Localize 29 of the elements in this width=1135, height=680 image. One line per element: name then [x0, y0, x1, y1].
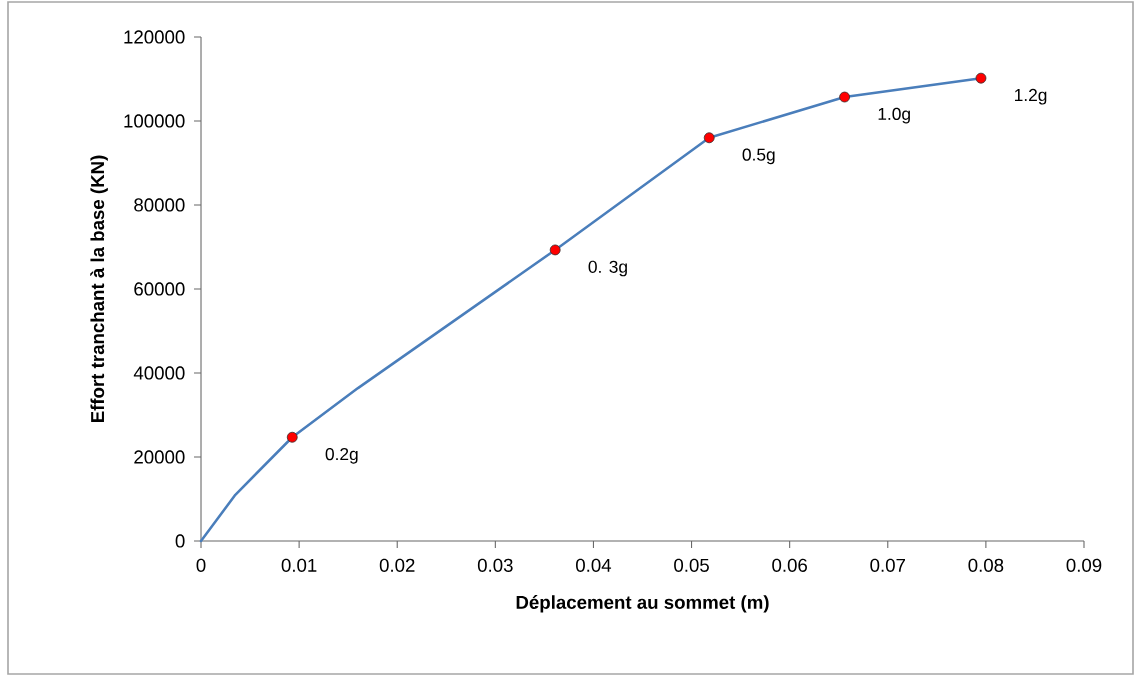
y-tick-label: 60000: [134, 282, 185, 296]
x-tick-label: 0.01: [281, 558, 317, 572]
point: [286, 431, 298, 443]
y-tick-label: 80000: [134, 198, 185, 212]
x-tick-label: 0.05: [674, 558, 709, 572]
point: [703, 132, 715, 144]
annotation: 0.5g: [742, 148, 775, 165]
x-axis-title: Déplacement au sommet (m): [516, 595, 769, 613]
y-tick-label: 120000: [124, 30, 185, 44]
y-tick-label: 100000: [124, 114, 185, 128]
annotation: 1.2g: [1015, 88, 1047, 105]
x-tick-label: 0.03: [477, 558, 513, 572]
y-tick-label: 0: [175, 534, 185, 548]
x-tick-label: 0.07: [870, 558, 906, 572]
x-tick-label: 0.06: [772, 558, 807, 572]
x-tick-label: 0.04: [576, 558, 612, 572]
annotation: 1.0g: [878, 107, 910, 124]
point: [549, 244, 561, 256]
annotation: 0.2g: [325, 447, 358, 464]
point: [975, 72, 987, 84]
x-tick-label: 0.02: [379, 558, 415, 572]
y-axis-title: Effort tranchant à la base (KN): [90, 155, 108, 423]
annotation: 0. 3g: [588, 260, 627, 277]
point: [839, 91, 851, 103]
y-tick-label: 40000: [133, 366, 185, 380]
x-tick-label: 0.09: [1066, 558, 1102, 572]
x-tick-label: 0.08: [968, 558, 1004, 572]
x-tick-label: 0: [196, 558, 206, 572]
y-tick-label: 20000: [134, 450, 185, 464]
